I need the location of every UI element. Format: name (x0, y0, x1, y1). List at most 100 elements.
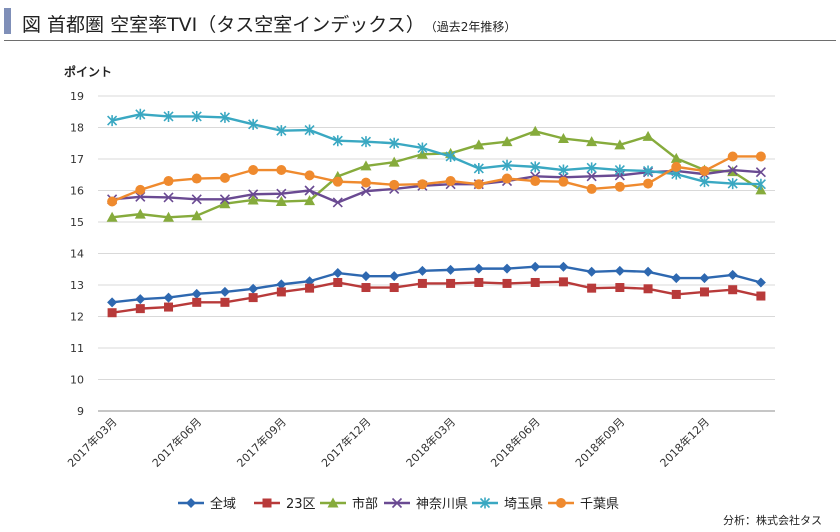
data-point (727, 151, 738, 162)
data-point (276, 287, 286, 297)
data-point (191, 210, 203, 221)
legend-label: 市部 (352, 496, 378, 512)
data-point (614, 164, 625, 176)
data-point (446, 278, 456, 288)
legend-marker (327, 497, 339, 508)
data-point (107, 196, 118, 207)
data-point (163, 192, 174, 203)
data-point (502, 263, 513, 274)
series-chiba (107, 151, 766, 207)
data-point (360, 136, 372, 148)
title-divider (4, 40, 836, 41)
data-point (671, 161, 682, 172)
data-point (135, 184, 146, 195)
data-point (192, 297, 202, 307)
data-point (755, 167, 766, 178)
data-point (389, 283, 399, 293)
data-point (502, 173, 513, 184)
data-point (276, 125, 287, 137)
data-point (248, 118, 259, 130)
x-tick-label: 2018年09月 (572, 415, 627, 470)
data-point (360, 271, 371, 282)
data-point (361, 283, 371, 293)
y-axis-title: ポイント (64, 64, 112, 79)
data-point (417, 265, 428, 276)
data-point (163, 176, 174, 187)
data-point (304, 195, 316, 206)
y-tick-label: 17 (70, 153, 84, 166)
data-point (388, 156, 400, 167)
legend-label: 全域 (210, 496, 236, 512)
series-line-zeniki (111, 265, 762, 304)
data-point (163, 110, 174, 122)
data-point (502, 278, 512, 288)
data-point (248, 293, 258, 303)
data-point (586, 162, 597, 174)
data-point (727, 164, 738, 176)
y-tick-label: 12 (70, 311, 84, 324)
data-point (615, 283, 625, 293)
x-tick-label: 2017年12月 (318, 415, 373, 470)
legend-marker (186, 498, 196, 508)
page-title: 図 首都圏 空室率TVI（タス空室インデックス） （過去2年推移） (22, 10, 516, 37)
data-point (332, 176, 343, 187)
data-point (558, 164, 569, 176)
data-point (727, 269, 738, 280)
data-point (332, 197, 343, 208)
data-point (614, 181, 625, 192)
legend-label: 23区 (286, 497, 316, 512)
title-subtitle: （過去2年推移） (430, 20, 517, 34)
data-point (416, 148, 428, 159)
data-point (614, 139, 626, 150)
legend-marker (391, 497, 403, 509)
data-point (530, 261, 541, 272)
data-point (642, 130, 654, 141)
data-point (276, 165, 287, 176)
data-point (530, 176, 541, 187)
y-tick-label: 16 (70, 185, 84, 198)
data-point (643, 266, 654, 277)
data-point (107, 297, 118, 308)
series-saitama (107, 108, 766, 190)
data-point (445, 150, 456, 162)
data-point (699, 176, 710, 188)
legend-item-saitama: 埼玉県 (472, 497, 543, 512)
data-point (473, 162, 484, 174)
data-point (643, 284, 653, 294)
y-tick-label: 9 (77, 405, 84, 418)
data-point (304, 170, 315, 181)
data-point (671, 289, 681, 299)
data-point (220, 297, 230, 307)
data-point (275, 196, 287, 207)
series-line-chiba (111, 155, 761, 203)
data-point (670, 152, 682, 163)
y-tick-label: 15 (70, 216, 84, 229)
series-line-saitama (111, 113, 761, 186)
data-point (219, 194, 231, 205)
data-point (107, 115, 118, 127)
data-point (614, 265, 625, 276)
data-point (643, 178, 654, 189)
data-point (304, 185, 315, 196)
y-tick-label: 11 (70, 342, 84, 355)
legend-item-shibu: 市部 (320, 496, 378, 512)
data-point (332, 135, 343, 147)
data-point (135, 108, 146, 120)
data-point (219, 198, 231, 209)
data-point (642, 165, 654, 177)
data-point (445, 176, 456, 187)
data-point (304, 124, 315, 136)
data-point (248, 165, 259, 176)
data-point (501, 136, 513, 147)
x-tick-label: 2017年03月 (65, 415, 120, 470)
data-point (558, 277, 568, 287)
data-point (699, 273, 710, 284)
data-point (219, 172, 230, 183)
data-point (247, 194, 259, 205)
y-tick-label: 10 (70, 374, 84, 387)
data-point (586, 266, 597, 277)
legend-item-ku23: 23区 (254, 497, 316, 512)
series-zeniki (107, 261, 766, 308)
data-point (191, 288, 202, 299)
data-point (191, 194, 202, 205)
